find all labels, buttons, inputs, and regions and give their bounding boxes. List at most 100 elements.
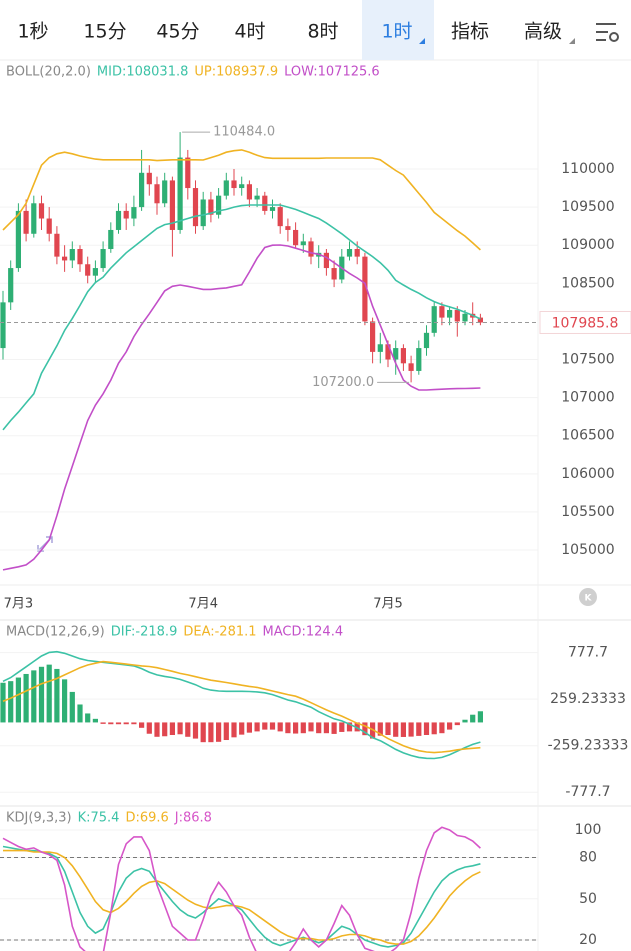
macd-bar — [439, 722, 445, 734]
candle-body — [177, 157, 183, 230]
indicator-label: LOW:107125.6 — [284, 65, 380, 80]
indicator-label: MID:108031.8 — [97, 65, 188, 80]
macd-bar — [69, 691, 75, 723]
candle-body — [346, 249, 353, 257]
indicator-label: DIF:-218.9 — [111, 625, 178, 640]
y-tick-label: 50 — [579, 891, 597, 907]
macd-bar — [423, 722, 430, 735]
macd-bar — [269, 722, 276, 730]
candle-body — [108, 229, 114, 250]
macd-bar — [146, 722, 152, 734]
y-tick-label: 100 — [575, 822, 602, 838]
macd-bar — [208, 722, 214, 743]
last-price-box — [539, 310, 631, 334]
macd-bar — [154, 722, 160, 737]
candle-body — [192, 188, 199, 227]
candle-body — [331, 268, 337, 280]
candle-body — [0, 302, 6, 349]
macd-bar — [0, 682, 6, 723]
active-tab-bg — [362, 0, 434, 60]
tab[interactable]: 8时 — [307, 21, 338, 43]
indicator-line — [2, 650, 481, 760]
candle-body — [246, 184, 252, 200]
candle-body — [400, 348, 406, 364]
macd-bar — [346, 722, 353, 732]
macd-bar — [331, 722, 337, 734]
y-tick-label: 20 — [579, 932, 597, 948]
macd-bar — [216, 722, 222, 742]
macd-bar — [231, 722, 237, 738]
macd-bar — [46, 664, 52, 723]
tab-caret — [419, 38, 425, 44]
candle-body — [162, 180, 168, 204]
candle-body — [300, 241, 306, 246]
tab[interactable]: 指标 — [451, 21, 489, 43]
candle-body — [416, 348, 422, 371]
candle-body — [239, 184, 245, 189]
tab[interactable]: 1时 — [381, 21, 412, 43]
macd-bar — [308, 722, 314, 732]
candle-body — [208, 199, 214, 215]
macd-bar — [285, 722, 291, 734]
candle-body — [223, 180, 229, 196]
candle-body — [323, 252, 329, 269]
indicator-label: J:86.8 — [174, 811, 212, 826]
candle-body — [54, 233, 60, 257]
candle-body — [169, 180, 175, 230]
macd-bar — [262, 722, 268, 730]
tab[interactable]: 15分 — [83, 21, 126, 43]
macd-bar — [431, 722, 437, 735]
macd-bar — [454, 722, 460, 726]
scale-button-label[interactable]: K — [585, 594, 593, 604]
y-tick-label: 777.7 — [568, 645, 608, 661]
indicator-label: KDJ(9,3,3) — [6, 811, 72, 826]
macd-bar — [38, 666, 45, 723]
macd-bar — [31, 670, 37, 723]
macd-bar — [23, 673, 29, 723]
chart-area: BOLL(20,2.0) MID:108031.8 UP:108937.9 LOW:1… — [0, 65, 631, 951]
x-tick-label: 7月4 — [188, 597, 218, 612]
panel — [0, 650, 538, 793]
macd-bar — [470, 714, 476, 723]
y-tick-label: 107500 — [561, 352, 614, 368]
candle-body — [285, 226, 291, 230]
y-tick-label: 109500 — [561, 199, 614, 215]
candle-body — [100, 249, 106, 269]
candle-body — [269, 207, 276, 211]
candle-body — [477, 317, 483, 323]
y-tick-label: 105500 — [561, 504, 614, 520]
macd-bar — [362, 722, 368, 736]
candle-body — [15, 210, 21, 269]
macd-bar — [277, 722, 283, 732]
macd-bar — [169, 722, 175, 735]
candle-body — [377, 344, 383, 352]
indicator-label: DEA:-281.1 — [183, 625, 256, 640]
indicator-label: BOLL(20,2.0) — [6, 65, 91, 80]
macd-bar — [323, 722, 329, 734]
y-tick-label: 109000 — [561, 237, 614, 253]
candle-body — [8, 268, 14, 303]
scale-button[interactable] — [579, 588, 597, 606]
candle-body — [92, 268, 98, 276]
macd-bar — [246, 722, 252, 733]
candle-body — [293, 229, 299, 246]
panel — [0, 826, 538, 951]
candle-body — [362, 256, 368, 322]
annotation-label: 107200.0 — [312, 375, 374, 390]
macd-bar — [162, 722, 168, 737]
indicator-line — [3, 849, 481, 945]
tab-caret — [569, 38, 575, 44]
indicator-label: MACD:124.4 — [263, 625, 344, 640]
tab[interactable]: 45分 — [156, 21, 199, 43]
last-price-label: 107985.8 — [552, 315, 619, 331]
indicator-label: K:75.4 — [78, 811, 120, 826]
tab[interactable]: 1秒 — [17, 21, 48, 43]
tab[interactable]: 4时 — [234, 21, 265, 43]
macd-bar — [62, 679, 68, 723]
macd-bar — [54, 668, 60, 723]
macd-bar — [462, 719, 468, 723]
candle-body — [85, 264, 91, 276]
tab[interactable]: 高级 — [524, 21, 562, 43]
settings-icon[interactable] — [596, 23, 619, 42]
candle-body — [231, 180, 237, 189]
